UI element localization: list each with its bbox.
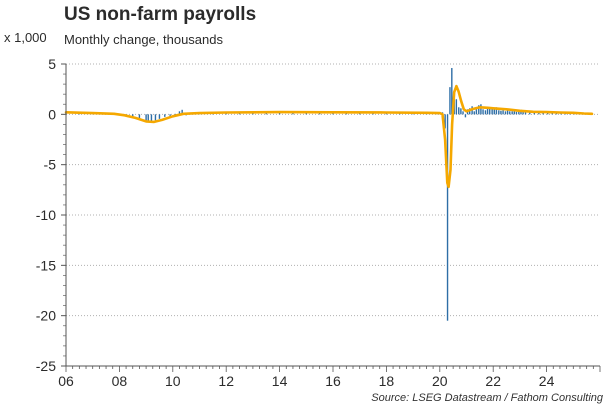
payroll-bar [132,114,134,117]
chart-title: US non-farm payrolls [64,4,257,25]
x-tick-label: 14 [272,373,288,389]
payroll-bar [475,109,478,115]
payroll-bar [515,111,518,115]
payroll-bar [513,111,515,115]
payroll-bar [150,114,153,123]
x-tick-label: 12 [218,373,234,389]
y-tick-label: 0 [48,106,56,122]
y-axis: 5 0 -5 -10 -15 -20 -25 [36,56,67,374]
payroll-bar [451,68,453,115]
payroll-bar [502,110,504,115]
payroll-bar [464,114,467,118]
x-tick-label: 10 [165,373,181,389]
payroll-bar [455,99,458,115]
y-tick-label: -20 [36,308,56,324]
payroll-bar [158,114,161,119]
payroll-bar [480,104,482,115]
payroll-bar [489,108,491,115]
payroll-bar [473,111,475,115]
payroll-bar [178,111,181,115]
payroll-bar [482,109,484,115]
payroll-bar [460,108,462,115]
payroll-bar [518,111,520,115]
payroll-bar [478,105,480,115]
grid-lines [66,63,600,317]
payroll-bar [145,114,147,122]
x-tick-label: 18 [379,373,395,389]
payroll-bar [174,113,177,115]
payroll-bar [449,87,451,115]
y-axis-units-label: x 1,000 [4,30,47,45]
y-tick-label: -15 [36,257,56,273]
payroll-bar [524,111,527,115]
x-tick-label: 22 [485,373,501,389]
payroll-bar [542,112,544,115]
payroll-bar [500,110,502,115]
payroll-bar [446,114,449,321]
x-axis: 06 08 10 12 14 16 18 20 22 24 [58,365,601,389]
y-tick-label: 5 [48,56,56,72]
x-tick-label: 06 [58,373,74,389]
bar-series [65,68,593,321]
payroll-bar [164,114,166,117]
payroll-bar [509,111,511,115]
y-tick-label: -10 [36,207,56,223]
average-line-series [64,84,594,189]
x-tick-label: 08 [112,373,128,389]
y-tick-label: -25 [36,358,56,374]
payroll-bar [138,114,141,120]
payroll-bar [506,108,509,115]
x-tick-label: 16 [325,373,341,389]
payroll-bar [498,110,500,115]
payroll-bar [154,114,157,121]
average-line [64,84,594,189]
payroll-bar [504,111,507,115]
payroll-bar [484,110,487,115]
payroll-bar [511,111,513,115]
x-tick-label: 24 [539,373,555,389]
payroll-bar [169,114,171,116]
payroll-bar [495,107,498,115]
payroll-bar [181,109,183,115]
payroll-bar [462,111,464,115]
payroll-bar [444,114,446,129]
payroll-bar [491,108,493,115]
source-note: Source: LSEG Datastream / Fathom Consult… [371,392,603,404]
payroll-bar [522,111,524,115]
y-tick-label: -5 [44,157,57,173]
payroll-bar [486,108,489,115]
chart-subtitle: Monthly change, thousands [64,32,223,47]
x-tick-label: 20 [432,373,448,389]
payroll-bar [493,109,495,115]
payroll-bar [533,112,536,115]
payroll-bar [458,107,460,115]
payroll-bar [147,114,149,122]
